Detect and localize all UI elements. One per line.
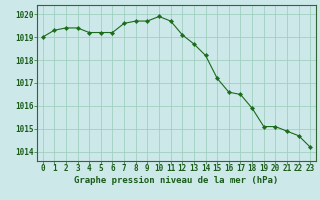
X-axis label: Graphe pression niveau de la mer (hPa): Graphe pression niveau de la mer (hPa) <box>74 176 279 185</box>
